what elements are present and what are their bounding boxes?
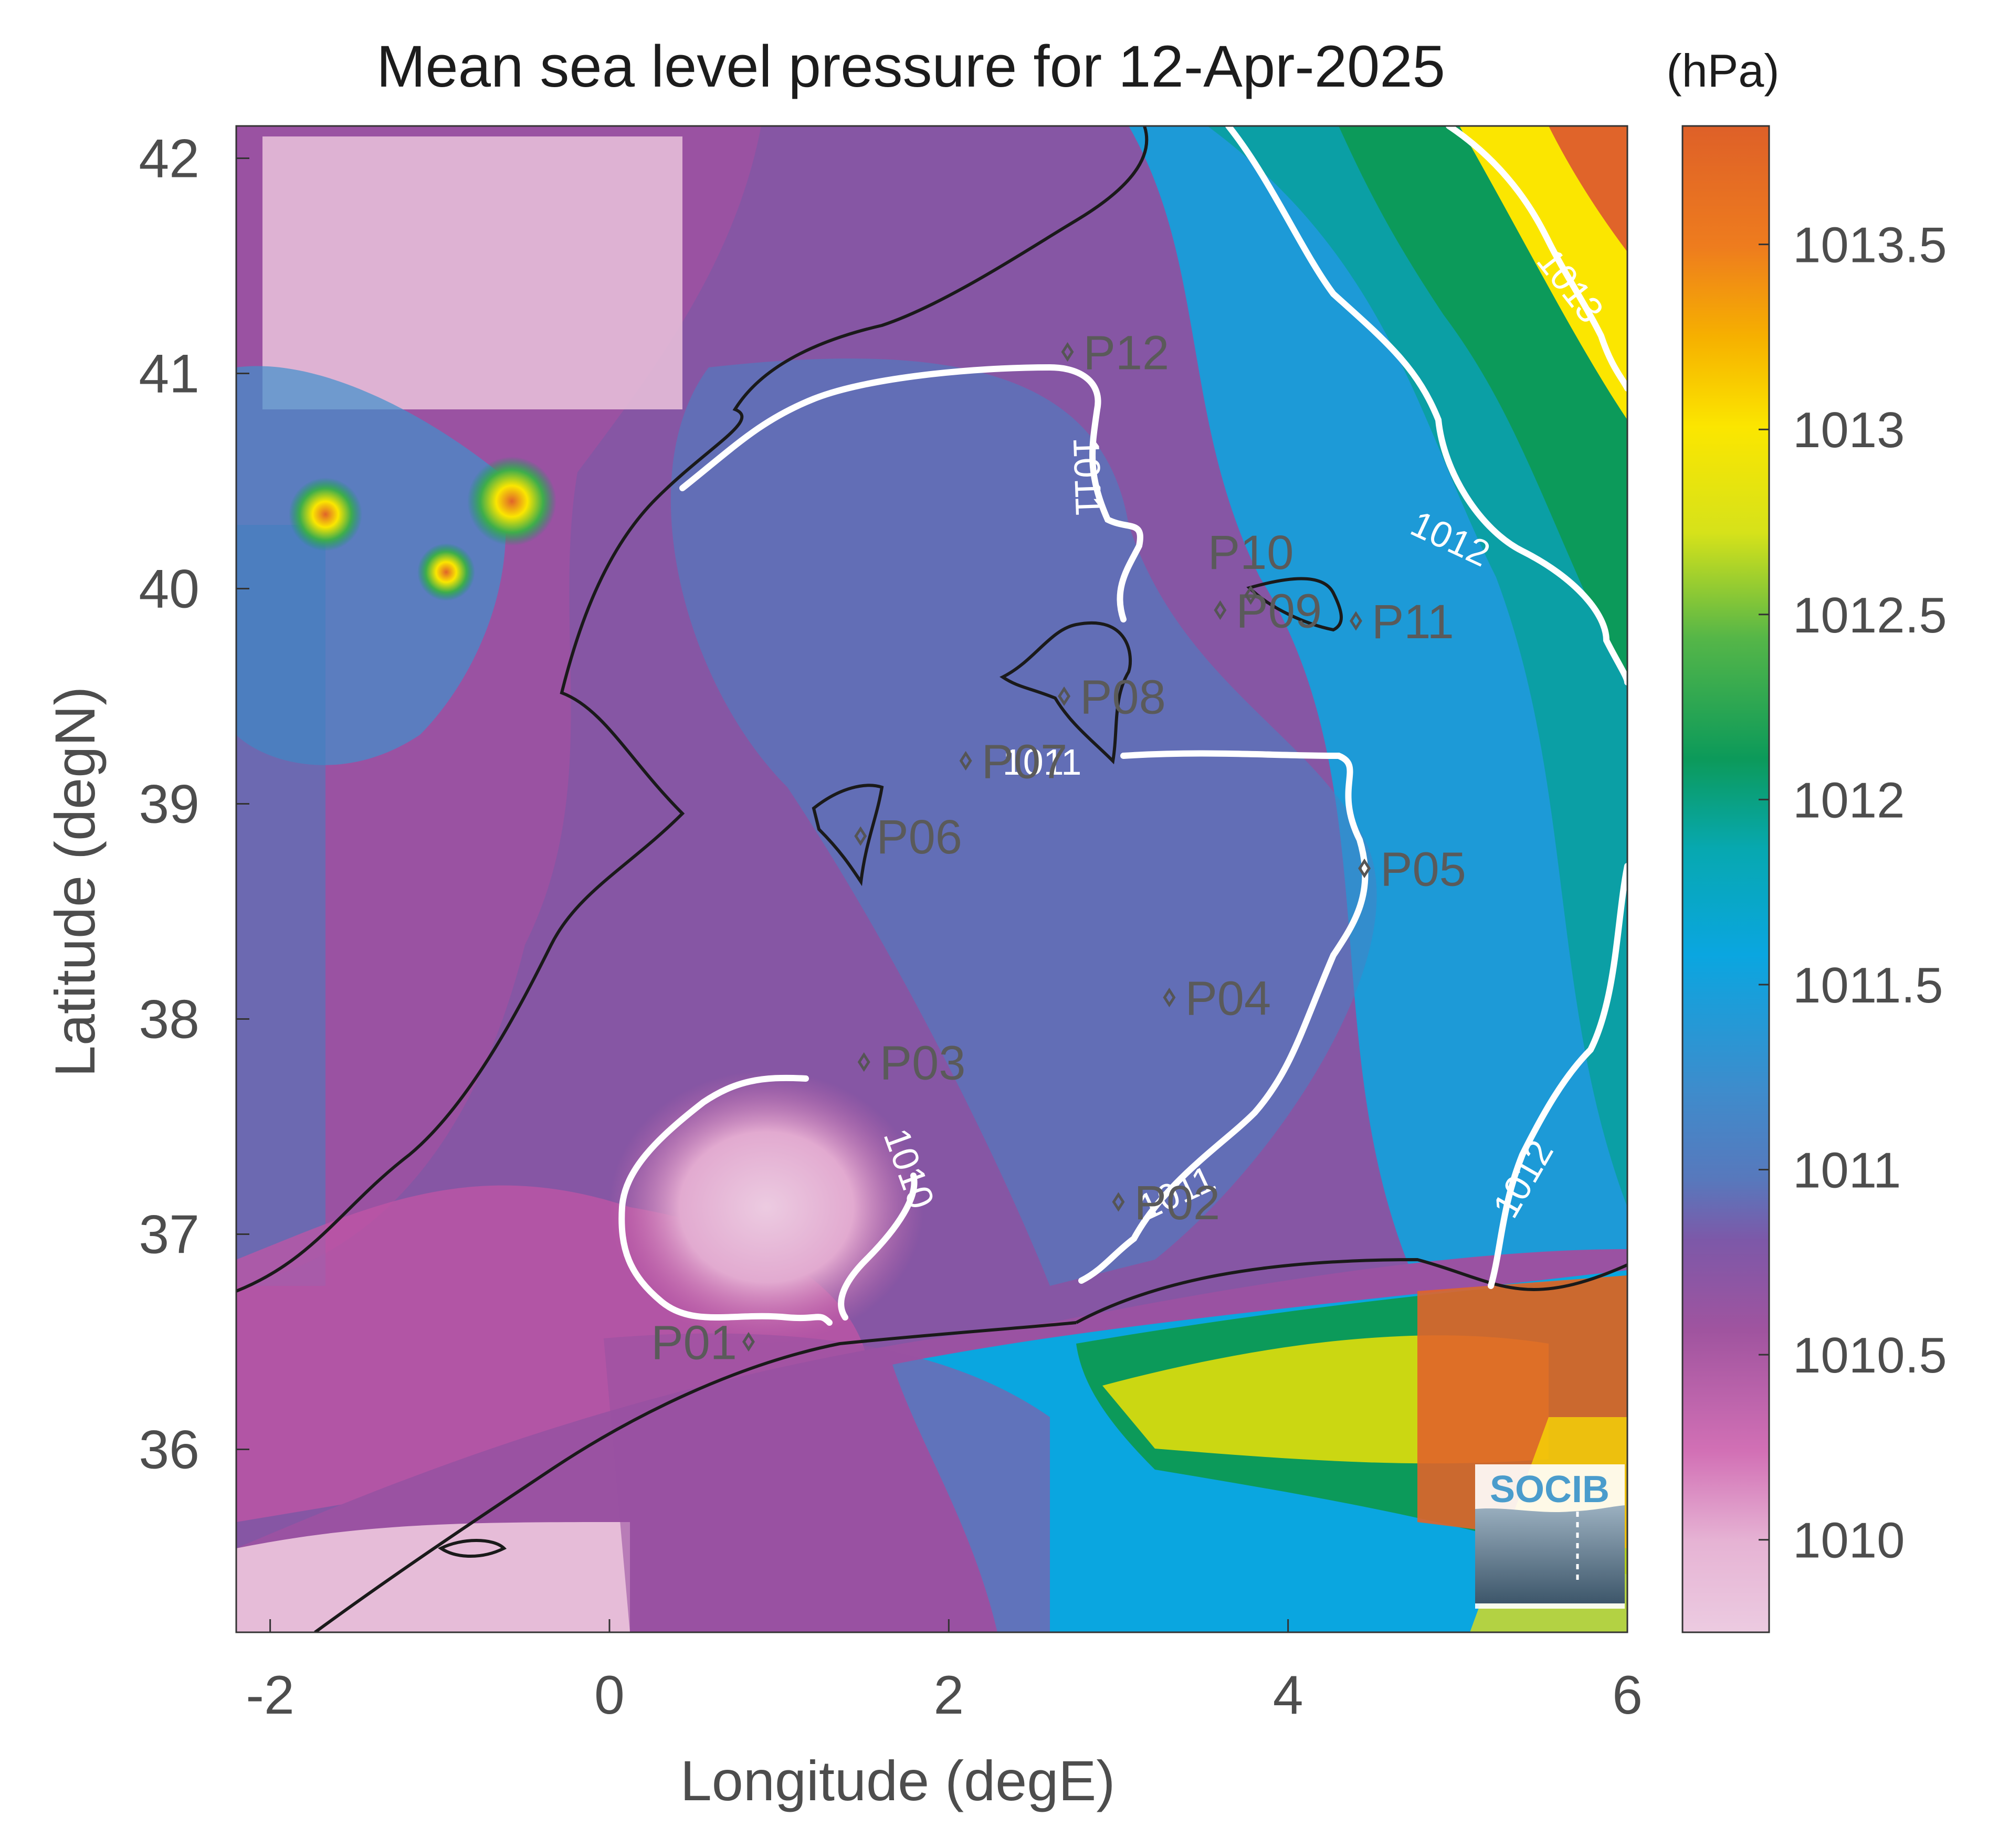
x-tick-label: 0 bbox=[594, 1665, 625, 1726]
station-marker-icon bbox=[857, 1052, 870, 1072]
station-marker-icon bbox=[959, 751, 972, 771]
colorbar-tick-label: 1012 bbox=[1793, 772, 1905, 828]
x-tick-label: 4 bbox=[1273, 1665, 1303, 1726]
colorbar-tick-label: 1013 bbox=[1793, 402, 1905, 458]
isobar-1012 bbox=[1225, 126, 1627, 1289]
chart-title: Mean sea level pressure for 12-Apr-2025 bbox=[376, 34, 1445, 99]
station-label: P07 bbox=[982, 735, 1068, 789]
isobar-1010 bbox=[618, 1074, 918, 1326]
y-tick-label: 36 bbox=[139, 1420, 199, 1481]
colorbar: 1010 1010.5 1011 1011.5 1012 1012.5 1013 1013.5 bbox=[1681, 125, 1947, 1633]
station-label: P03 bbox=[880, 1037, 966, 1090]
y-tick-label: 37 bbox=[139, 1205, 199, 1265]
station-label: P05 bbox=[1380, 843, 1466, 896]
socib-logo: SOCIB bbox=[1475, 1464, 1625, 1609]
y-tick-label: 41 bbox=[139, 344, 199, 405]
isobar-1011-north bbox=[679, 364, 1143, 622]
coastline bbox=[236, 126, 1627, 1632]
station-marker-icon bbox=[1358, 858, 1371, 879]
colorbar-frame bbox=[1681, 125, 1770, 1633]
y-tick-label: 40 bbox=[139, 559, 199, 620]
x-tick-label: -2 bbox=[246, 1665, 294, 1726]
colorbar-ticks: 1010 1010.5 1011 1011.5 1012 1012.5 1013 1013.5 bbox=[1759, 217, 1947, 1569]
socib-logo-text: SOCIB bbox=[1490, 1469, 1610, 1511]
station-marker-icon bbox=[1058, 686, 1071, 706]
contour-label: 1011 bbox=[1003, 742, 1082, 783]
station-marker-icon bbox=[854, 826, 867, 846]
colorbar-units-label: (hPa) bbox=[1666, 45, 1779, 97]
colorbar-tick-label: 1012.5 bbox=[1793, 587, 1947, 643]
x-tick-label: 6 bbox=[1612, 1665, 1643, 1726]
isobar-1011-south bbox=[1078, 750, 1369, 1284]
station-label: P12 bbox=[1084, 326, 1170, 380]
x-axis: -2 0 2 4 6 bbox=[246, 1619, 1643, 1726]
station-marker-icon bbox=[1112, 1192, 1125, 1212]
isobar-contours bbox=[618, 126, 1627, 1326]
y-axis-label: Latitude (degN) bbox=[43, 687, 107, 1077]
station-label: P01 bbox=[651, 1316, 737, 1370]
station-label: P08 bbox=[1080, 671, 1166, 724]
colorbar-tick-label: 1010 bbox=[1793, 1513, 1905, 1569]
x-axis-label: Longitude (degE) bbox=[680, 1749, 1116, 1812]
station-label: P02 bbox=[1134, 1176, 1220, 1230]
colorbar-fill bbox=[1682, 126, 1769, 1632]
colorbar-tick-label: 1013.5 bbox=[1793, 217, 1947, 273]
station-marker-icon bbox=[1349, 611, 1362, 631]
colorbar-tick-label: 1011.5 bbox=[1793, 957, 1943, 1013]
station-marker-icon bbox=[1163, 987, 1176, 1008]
station-label: P10 bbox=[1208, 526, 1294, 579]
station-marker-icon bbox=[1244, 585, 1257, 605]
map-frame bbox=[235, 125, 1628, 1633]
y-tick-label: 38 bbox=[139, 989, 199, 1050]
station-marker-icon bbox=[742, 1332, 755, 1352]
station-label: P04 bbox=[1185, 972, 1271, 1026]
colorbar-tick-label: 1010.5 bbox=[1793, 1327, 1947, 1384]
station-marker-icon bbox=[1214, 600, 1227, 620]
y-tick-label: 39 bbox=[139, 774, 199, 835]
station-label: P06 bbox=[876, 810, 962, 864]
station-marker-icon bbox=[1061, 342, 1074, 362]
station-label: P11 bbox=[1372, 595, 1454, 649]
colorbar-tick-label: 1011 bbox=[1793, 1143, 1901, 1199]
isobar-1013 bbox=[1446, 126, 1627, 392]
station-label: P09 bbox=[1236, 585, 1322, 638]
x-tick-label: 2 bbox=[933, 1665, 964, 1726]
y-axis: 36 37 38 39 40 41 42 bbox=[139, 129, 249, 1481]
contour-label: 1011 bbox=[1066, 437, 1109, 517]
y-tick-label: 42 bbox=[139, 129, 199, 189]
